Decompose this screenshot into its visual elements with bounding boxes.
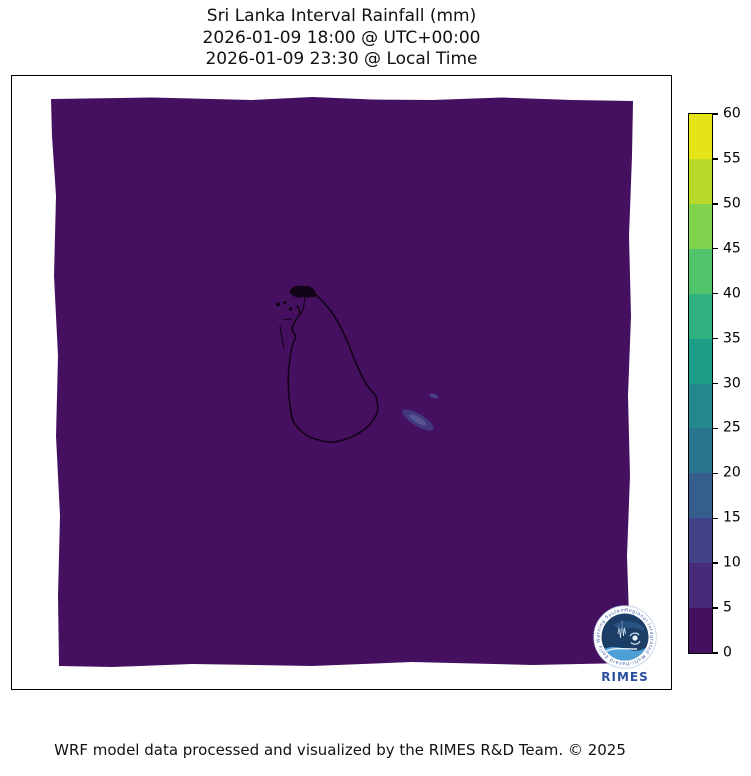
model-domain-fill — [51, 97, 633, 667]
colorbar-tick-label: 10 — [723, 554, 741, 571]
colorbar-tick-label: 45 — [723, 240, 741, 257]
logo-cyclone-icon — [629, 632, 641, 645]
colorbar-segment — [689, 248, 712, 294]
colorbar-tick-label: 50 — [723, 195, 741, 212]
colorbar: 0 5 10 15 20 25 30 35 40 45 50 55 60 — [688, 106, 750, 661]
sri-lanka-coastline — [276, 285, 379, 443]
title-line-main: Sri Lanka Interval Rainfall (mm) — [206, 6, 477, 26]
map-plot-area: Regional Integrated Multi-Hazard Early W… — [11, 75, 672, 690]
colorbar-tick — [713, 292, 718, 295]
jaffna-lagoon-line — [300, 297, 306, 315]
colorbar-segment — [689, 473, 712, 519]
title-line-local-time: 2026-01-09 23:30 @ Local Time — [205, 49, 478, 69]
colorbar-tick-label: 20 — [723, 465, 741, 482]
colorbar-segment — [689, 428, 712, 474]
colorbar-tick-label: 0 — [723, 644, 732, 661]
rimes-logo: Regional Integrated Multi-Hazard Early W… — [593, 605, 657, 684]
colorbar-segment — [689, 338, 712, 384]
kalpitiya-spit-line — [279, 325, 285, 349]
colorbar-segments — [688, 113, 713, 654]
colorbar-tick-label: 35 — [723, 330, 741, 347]
colorbar-tick — [713, 248, 718, 250]
colorbar-tick — [713, 652, 718, 654]
colorbar-tick — [713, 113, 718, 115]
islet-dot — [288, 307, 293, 311]
islet-dot — [276, 302, 280, 307]
colorbar-segment — [689, 518, 712, 564]
coastline-path — [287, 293, 379, 443]
logo-wave-crest — [604, 647, 638, 653]
colorbar-segment — [689, 608, 712, 654]
colorbar-tick — [713, 337, 718, 340]
islet-dot — [283, 300, 287, 305]
rainfall-spot-small — [429, 393, 439, 399]
colorbar-tick-label: 60 — [723, 105, 741, 122]
footer-credit: WRF model data processed and visualized … — [54, 741, 626, 759]
colorbar-tick — [713, 382, 718, 385]
colorbar-segment — [689, 203, 712, 249]
colorbar-tick — [713, 517, 718, 519]
colorbar-tick — [713, 562, 718, 564]
colorbar-tick-label: 40 — [723, 285, 741, 302]
colorbar-tick-label: 30 — [723, 375, 741, 392]
colorbar-tick — [713, 472, 718, 475]
colorbar-tick-label: 55 — [723, 150, 741, 167]
colorbar-segment — [689, 383, 712, 429]
rainfall-map-svg — [51, 97, 633, 667]
colorbar-tick-label: 15 — [723, 509, 741, 526]
colorbar-segment — [689, 563, 712, 609]
northwest-notch-line — [283, 318, 293, 321]
colorbar-tick-label: 25 — [723, 420, 741, 437]
title-line-utc-time: 2026-01-09 18:00 @ UTC+00:00 — [202, 27, 481, 48]
rainfall-patch-southeast — [402, 409, 434, 431]
rimes-logo-emblem: Regional Integrated Multi-Hazard Early W… — [593, 605, 657, 669]
colorbar-segment — [689, 114, 712, 159]
colorbar-segment — [689, 158, 712, 204]
colorbar-segment — [689, 293, 712, 339]
logo-landmass — [613, 621, 645, 631]
colorbar-tick-label: 5 — [723, 599, 732, 616]
colorbar-tick — [713, 203, 718, 205]
chart-title: Sri Lanka Interval Rainfall (mm) 2026-01… — [11, 6, 672, 71]
colorbar-tick — [713, 427, 718, 430]
colorbar-tick — [713, 158, 718, 160]
jaffna-peninsula-shape — [289, 285, 317, 298]
rimes-logo-label: RIMES — [601, 670, 649, 684]
colorbar-tick — [713, 607, 718, 609]
